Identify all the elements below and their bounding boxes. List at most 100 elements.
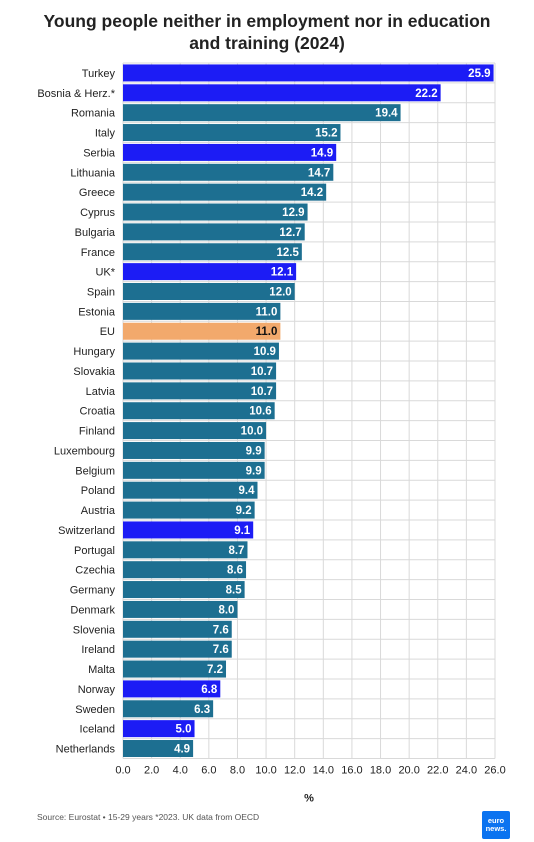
- category-label: Austria: [81, 505, 116, 517]
- category-label: Czechia: [75, 565, 116, 577]
- bar: [123, 223, 305, 241]
- value-label: 7.2: [207, 664, 223, 676]
- bar: [123, 441, 265, 459]
- category-label: Belgium: [75, 465, 115, 477]
- value-label: 15.2: [315, 128, 337, 140]
- category-label: Cyprus: [80, 207, 115, 219]
- value-label: 9.2: [236, 505, 252, 517]
- category-label: France: [81, 247, 115, 259]
- bar: [123, 143, 337, 161]
- x-tick-label: 16.0: [341, 764, 362, 776]
- category-label: EU: [100, 326, 115, 338]
- x-tick-label: 12.0: [284, 764, 305, 776]
- category-label: Switzerland: [58, 525, 115, 537]
- bar: [123, 263, 297, 281]
- value-label: 8.6: [227, 565, 243, 577]
- bar: [123, 660, 227, 678]
- x-axis-label: %: [304, 792, 314, 804]
- value-label: 12.5: [276, 247, 299, 259]
- bar: [123, 680, 221, 698]
- value-label: 14.9: [311, 147, 333, 159]
- value-label: 10.9: [254, 346, 276, 358]
- bar: [123, 362, 277, 380]
- category-label: Spain: [87, 287, 115, 299]
- category-label: Greece: [79, 187, 115, 199]
- value-label: 14.2: [301, 187, 323, 199]
- value-label: 10.6: [249, 406, 271, 418]
- bar: [123, 481, 258, 499]
- value-label: 12.0: [269, 287, 291, 299]
- category-label: Ireland: [81, 644, 115, 656]
- value-label: 12.7: [279, 227, 301, 239]
- value-label: 8.7: [228, 545, 244, 557]
- category-label: Malta: [88, 664, 116, 676]
- value-label: 19.4: [375, 108, 398, 120]
- value-label: 14.7: [308, 167, 330, 179]
- bar: [123, 600, 238, 618]
- x-tick-label: 14.0: [313, 764, 334, 776]
- category-label: Croatia: [80, 406, 116, 418]
- bar: [123, 243, 302, 261]
- x-tick-label: 22.0: [427, 764, 448, 776]
- bar: [123, 501, 255, 519]
- category-label: Luxembourg: [54, 445, 115, 457]
- category-label: Norway: [78, 684, 116, 696]
- value-label: 6.8: [201, 684, 218, 696]
- value-label: 5.0: [176, 724, 192, 736]
- logo-line-2: news.: [485, 824, 507, 833]
- value-label: 12.9: [282, 207, 304, 219]
- value-label: 12.1: [271, 267, 294, 279]
- value-label: 25.9: [468, 68, 490, 80]
- category-label: Sweden: [75, 704, 115, 716]
- x-tick-label: 8.0: [230, 764, 245, 776]
- bar: [123, 700, 214, 718]
- bar: [123, 620, 232, 638]
- category-label: Romania: [71, 108, 116, 120]
- euronews-logo: euro news.: [482, 811, 510, 839]
- bar: [123, 104, 401, 122]
- x-tick-label: 18.0: [370, 764, 391, 776]
- bar: [123, 203, 308, 221]
- value-label: 10.7: [251, 386, 273, 398]
- value-label: 22.2: [415, 88, 437, 100]
- category-label: Iceland: [80, 724, 115, 736]
- x-tick-label: 24.0: [456, 764, 477, 776]
- category-label: Estonia: [78, 306, 116, 318]
- chart-title: Young people neither in employment nor i…: [0, 10, 534, 54]
- bar: [123, 183, 327, 201]
- bar: [123, 720, 195, 738]
- bar: [123, 402, 275, 420]
- category-label: Bosnia & Herz.*: [37, 88, 115, 100]
- bar: [123, 561, 247, 579]
- x-tick-label: 20.0: [398, 764, 419, 776]
- logo-line-1: euro: [487, 816, 505, 825]
- bar: [123, 382, 277, 400]
- category-label: Slovakia: [73, 366, 115, 378]
- x-tick-label: 2.0: [144, 764, 159, 776]
- bar: [123, 283, 295, 301]
- x-tick-label: 10.0: [255, 764, 276, 776]
- x-tick-label: 4.0: [173, 764, 188, 776]
- category-label: Hungary: [73, 346, 115, 358]
- category-label: Denmark: [70, 604, 115, 616]
- bar: [123, 521, 254, 539]
- x-tick-label: 6.0: [201, 764, 216, 776]
- value-label: 9.4: [238, 485, 255, 497]
- bar: [123, 84, 441, 102]
- source-note: Source: Eurostat • 15-29 years *2023. UK…: [37, 812, 260, 822]
- category-label: Serbia: [83, 147, 116, 159]
- bar: [123, 740, 194, 758]
- value-label: 11.0: [256, 306, 278, 318]
- category-label: Turkey: [82, 68, 116, 80]
- value-label: 8.0: [218, 604, 234, 616]
- bar: [123, 541, 248, 559]
- category-label: Portugal: [74, 545, 115, 557]
- bar: [123, 64, 494, 82]
- bar: [123, 342, 279, 360]
- value-label: 11.0: [256, 326, 278, 338]
- category-label: Latvia: [86, 386, 116, 398]
- value-label: 7.6: [213, 624, 229, 636]
- x-tick-label: 26.0: [484, 764, 505, 776]
- bar: [123, 302, 281, 320]
- value-label: 9.1: [234, 525, 251, 537]
